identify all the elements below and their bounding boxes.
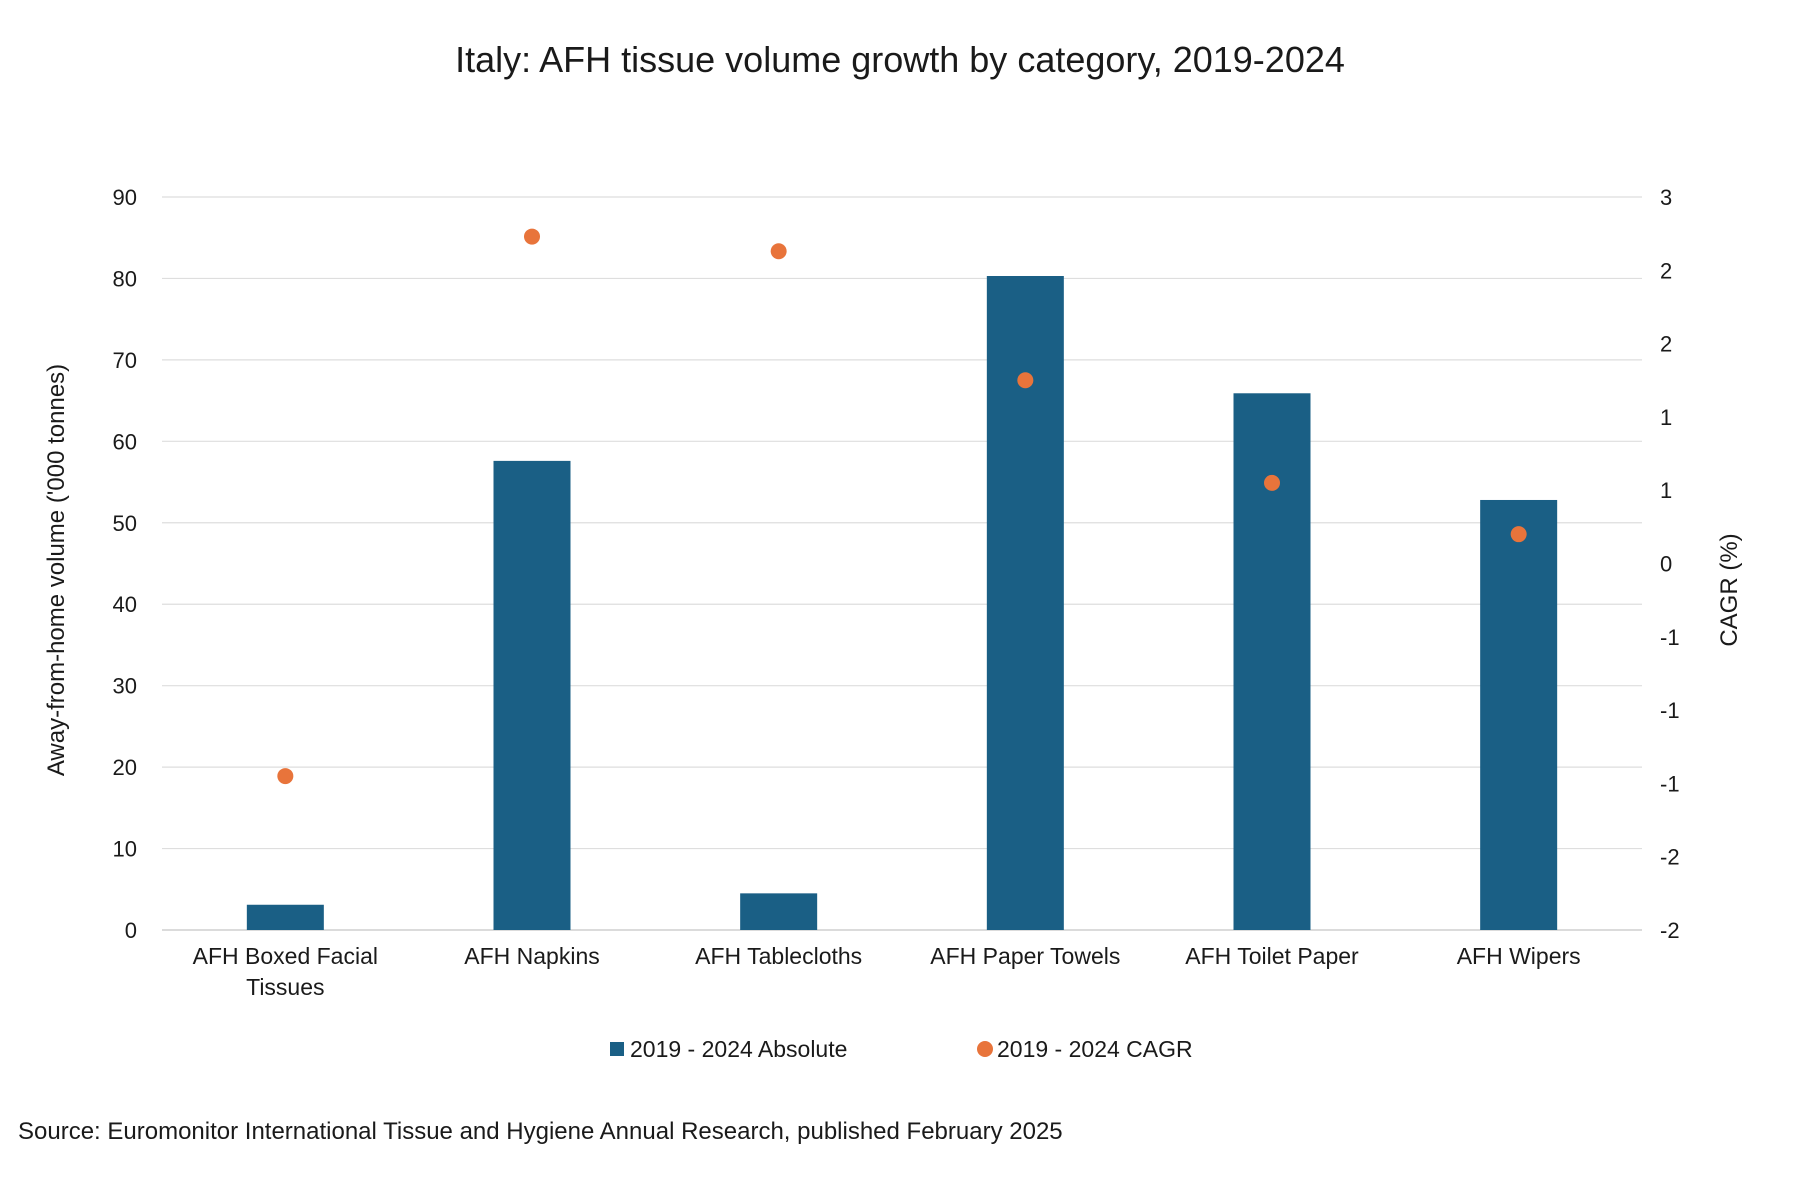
cagr-point [277,768,294,785]
legend-label-absolute: 2019 - 2024 Absolute [630,1036,847,1062]
right-tick-label: -2 [1660,918,1680,943]
cagr-point [1510,526,1527,543]
left-axis-label: Away-from-home volume ('000 tonnes) [43,364,70,776]
category-label: AFH Toilet Paper [1185,943,1359,969]
right-tick-label: 3 [1660,185,1672,210]
cagr-point [524,228,540,245]
right-axis-label: CAGR (%) [1716,533,1743,646]
left-tick-label: 30 [113,674,137,699]
left-tick-label: 10 [113,837,137,862]
right-tick-label: 0 [1660,552,1672,577]
left-axis-ticks: 0 10 20 30 40 50 60 70 80 90 [113,185,137,943]
legend-swatch-cagr [977,1041,993,1057]
left-tick-label: 90 [113,185,137,210]
left-tick-label: 0 [125,918,137,943]
bar [493,460,571,930]
right-tick-label: -1 [1660,625,1680,650]
category-label: AFH Boxed Facial [193,943,378,969]
category-label: Tissues [246,974,324,1000]
right-tick-label: -1 [1660,698,1680,723]
cagr-point [1264,474,1280,491]
left-tick-label: 60 [113,429,137,454]
cagr-point [1017,372,1034,389]
legend-swatch-absolute [610,1042,624,1056]
right-tick-label: -1 [1660,771,1680,796]
cagr-series [277,228,1527,785]
right-tick-label: -2 [1660,845,1680,870]
bar [740,893,818,930]
category-label: AFH Tablecloths [695,943,862,969]
left-tick-label: 40 [113,592,137,617]
right-tick-label: 1 [1660,405,1672,430]
bar [1480,499,1558,930]
gridlines [162,196,1642,931]
legend: 2019 - 2024 Absolute 2019 - 2024 CAGR [610,1036,1193,1062]
cagr-point [770,243,787,260]
right-tick-label: 2 [1660,258,1672,283]
right-tick-label: 1 [1660,478,1672,503]
bar [1233,393,1311,930]
right-axis-ticks: -2 -2 -1 -1 -1 0 1 1 2 2 3 [1660,185,1680,943]
bar [246,904,324,930]
category-label: AFH Paper Towels [930,943,1120,969]
category-label: AFH Wipers [1457,943,1581,969]
category-labels: AFH Boxed Facial Tissues AFH Napkins AFH Ta… [193,943,1581,1000]
legend-label-cagr: 2019 - 2024 CAGR [997,1036,1193,1062]
left-tick-label: 20 [113,755,137,780]
left-tick-label: 50 [113,511,137,536]
left-tick-label: 70 [113,348,137,373]
chart-title: Italy: AFH tissue volume growth by categ… [455,39,1345,80]
bar-series [246,276,1558,930]
category-label: AFH Napkins [464,943,599,969]
right-tick-label: 2 [1660,332,1672,357]
source-note: Source: Euromonitor International Tissue… [18,1118,1063,1145]
left-tick-label: 80 [113,266,137,291]
